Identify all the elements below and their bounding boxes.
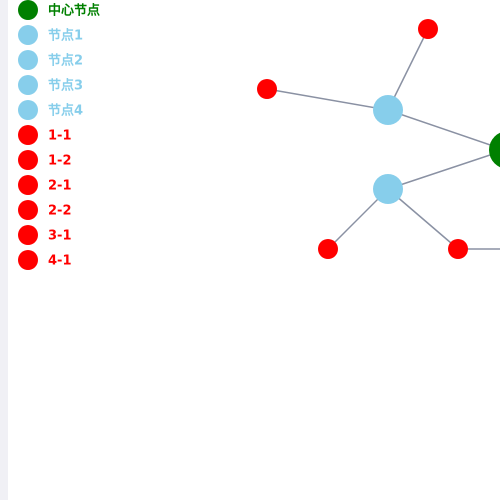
- node[interactable]: [448, 239, 468, 259]
- legend-label[interactable]: 1-1: [48, 129, 72, 144]
- legend-marker[interactable]: [18, 200, 38, 220]
- edge: [387, 28, 429, 111]
- legend-label[interactable]: 2-1: [48, 179, 72, 194]
- legend-marker[interactable]: [18, 150, 38, 170]
- node[interactable]: [418, 19, 438, 39]
- legend-marker[interactable]: [18, 175, 38, 195]
- side-strip: [0, 0, 8, 500]
- graph: [257, 19, 500, 259]
- edge: [387, 150, 500, 190]
- legend-marker[interactable]: [18, 0, 38, 20]
- legend-marker[interactable]: [18, 25, 38, 45]
- node[interactable]: [257, 79, 277, 99]
- legend-label[interactable]: 4-1: [48, 254, 72, 269]
- edge: [387, 109, 500, 150]
- node[interactable]: [489, 131, 500, 169]
- legend-marker[interactable]: [18, 225, 38, 245]
- legend-marker[interactable]: [18, 250, 38, 270]
- legend-label[interactable]: 节点2: [48, 53, 83, 69]
- node[interactable]: [373, 174, 403, 204]
- edge: [387, 188, 459, 250]
- legend-label[interactable]: 节点1: [48, 28, 83, 44]
- legend-label[interactable]: 节点3: [48, 78, 83, 94]
- node[interactable]: [373, 95, 403, 125]
- legend-label[interactable]: 中心节点: [48, 3, 100, 19]
- legend-label[interactable]: 3-1: [48, 229, 72, 244]
- legend-marker[interactable]: [18, 50, 38, 70]
- legend-marker[interactable]: [18, 75, 38, 95]
- legend-marker[interactable]: [18, 100, 38, 120]
- edge: [266, 88, 389, 111]
- node[interactable]: [318, 239, 338, 259]
- legend-label[interactable]: 节点4: [48, 103, 83, 119]
- legend-label[interactable]: 1-2: [48, 154, 72, 169]
- legend-label[interactable]: 2-2: [48, 204, 72, 219]
- legend-marker[interactable]: [18, 125, 38, 145]
